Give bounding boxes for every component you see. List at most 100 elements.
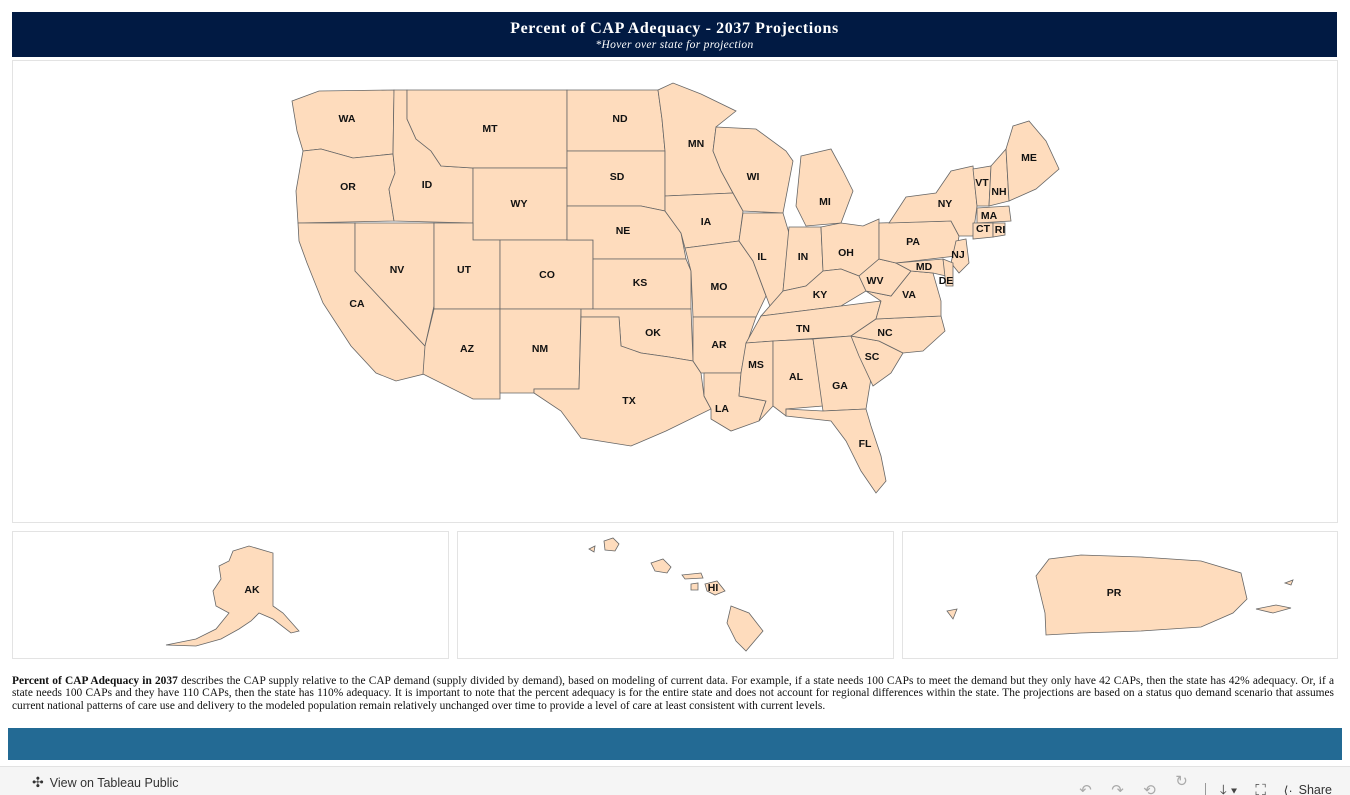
label-TN: TN xyxy=(796,323,810,335)
label-ID: ID xyxy=(422,179,433,191)
share-label: Share xyxy=(1298,783,1332,795)
label-IL: IL xyxy=(757,251,767,263)
label-NY: NY xyxy=(938,198,953,210)
state-MA[interactable] xyxy=(976,205,1012,224)
label-PR: PR xyxy=(1107,587,1122,599)
state-KS[interactable] xyxy=(592,258,692,310)
label-MN: MN xyxy=(688,138,704,150)
label-WA: WA xyxy=(339,113,356,125)
state-PR-mona[interactable] xyxy=(946,608,958,620)
hawaii-inset-panel: HI xyxy=(457,531,894,659)
label-CO: CO xyxy=(539,269,555,281)
label-HI: HI xyxy=(708,582,719,594)
undo-icon[interactable]: ↶ xyxy=(1079,782,1092,795)
label-OR: OR xyxy=(340,181,356,193)
label-PA: PA xyxy=(906,236,920,248)
label-NE: NE xyxy=(616,225,631,237)
share-button[interactable]: ⟨· Share xyxy=(1284,783,1332,795)
state-NC[interactable] xyxy=(849,315,946,354)
state-HI-molokai[interactable] xyxy=(681,572,704,580)
redo-icon[interactable]: ↷ xyxy=(1111,782,1124,795)
label-WV: WV xyxy=(867,275,884,287)
label-MD: MD xyxy=(916,261,933,273)
state-RI[interactable] xyxy=(992,222,1006,238)
label-GA: GA xyxy=(832,380,848,392)
label-MI: MI xyxy=(819,196,831,208)
view-on-tableau-label: View on Tableau Public xyxy=(49,775,179,790)
tableau-icon: ✣ xyxy=(32,774,44,790)
us-map-panel: WA OR CA ID NV MT WY UT AZ CO NM ND SD N… xyxy=(12,60,1338,523)
state-DE[interactable] xyxy=(942,258,954,287)
revert-icon[interactable]: ⟲ xyxy=(1143,782,1156,795)
label-MA: MA xyxy=(981,210,998,222)
puerto-rico-inset-panel: PR xyxy=(902,531,1338,659)
label-FL: FL xyxy=(859,438,872,450)
state-HI-lanai[interactable] xyxy=(690,582,699,591)
label-UT: UT xyxy=(457,264,472,276)
download-icon[interactable]: ⤓ ▾ xyxy=(1220,781,1238,795)
label-AR: AR xyxy=(711,339,727,351)
state-MD[interactable] xyxy=(894,258,947,277)
dashboard-subtitle: *Hover over state for projection xyxy=(595,39,754,51)
label-IN: IN xyxy=(798,251,809,263)
alaska-inset-map: AK xyxy=(165,545,300,647)
state-HI-big[interactable] xyxy=(726,605,764,652)
label-CA: CA xyxy=(349,298,365,310)
label-MS: MS xyxy=(748,359,764,371)
view-on-tableau-link[interactable]: ✣ View on Tableau Public xyxy=(32,774,179,791)
label-IA: IA xyxy=(701,216,712,228)
description-lead: Percent of CAP Adequacy in 2037 xyxy=(12,675,178,687)
state-AK[interactable] xyxy=(165,545,300,647)
toolbar-separator xyxy=(1204,783,1206,795)
state-FL[interactable] xyxy=(785,408,887,494)
dashboard-title: Percent of CAP Adequacy - 2037 Projectio… xyxy=(510,20,839,37)
label-LA: LA xyxy=(715,403,729,415)
state-PR-vieques[interactable] xyxy=(1255,604,1292,614)
label-NC: NC xyxy=(877,327,893,339)
state-GA[interactable] xyxy=(812,335,874,412)
state-PR[interactable] xyxy=(1035,554,1248,636)
state-WI[interactable] xyxy=(712,126,794,214)
label-NV: NV xyxy=(390,264,405,276)
share-icon: ⟨· xyxy=(1283,783,1293,795)
refresh-icon[interactable]: ↻ ▾ xyxy=(1175,773,1188,795)
label-DE: DE xyxy=(939,275,954,287)
state-MI[interactable] xyxy=(795,148,854,227)
tableau-toolbar: ✣ View on Tableau Public ↶ ↷ ⟲ ↻ ▾ ⤓ ▾ ⛶… xyxy=(0,766,1350,795)
label-MO: MO xyxy=(711,281,728,293)
label-ME: ME xyxy=(1021,152,1037,164)
description-text: Percent of CAP Adequacy in 2037 describe… xyxy=(12,675,1334,712)
toolbar-tools: ↶ ↷ ⟲ ↻ ▾ ⤓ ▾ ⛶ ⟨· Share xyxy=(1077,772,1332,795)
label-NM: NM xyxy=(532,343,549,355)
label-SC: SC xyxy=(865,351,880,363)
label-NH: NH xyxy=(991,186,1006,198)
state-NJ[interactable] xyxy=(950,238,970,274)
label-AL: AL xyxy=(789,371,804,383)
description-body: describes the CAP supply relative to the… xyxy=(12,675,1335,712)
label-AK: AK xyxy=(244,584,260,596)
state-PR-culebra[interactable] xyxy=(1283,579,1294,586)
puerto-rico-inset-map: PR xyxy=(946,554,1294,636)
label-TX: TX xyxy=(622,395,635,407)
state-ME[interactable] xyxy=(1005,120,1060,202)
label-WY: WY xyxy=(511,198,528,210)
label-NJ: NJ xyxy=(951,249,965,261)
state-HI-kauai[interactable] xyxy=(603,537,620,552)
label-OK: OK xyxy=(645,327,661,339)
label-KS: KS xyxy=(633,277,648,289)
hawaii-inset-map: HI xyxy=(588,537,764,652)
state-HI-oahu[interactable] xyxy=(650,558,672,574)
label-AZ: AZ xyxy=(460,343,475,355)
fullscreen-icon[interactable]: ⛶ xyxy=(1255,781,1266,795)
dashboard-header: Percent of CAP Adequacy - 2037 Projectio… xyxy=(12,12,1337,57)
label-RI: RI xyxy=(995,224,1006,236)
label-KY: KY xyxy=(813,289,828,301)
label-VT: VT xyxy=(975,177,989,189)
label-WI: WI xyxy=(747,171,760,183)
state-HI-maui[interactable] xyxy=(704,580,726,596)
label-ND: ND xyxy=(612,113,628,125)
label-OH: OH xyxy=(838,247,854,259)
label-CT: CT xyxy=(976,223,991,235)
state-HI-niihau[interactable] xyxy=(588,545,596,553)
label-SD: SD xyxy=(610,171,625,183)
